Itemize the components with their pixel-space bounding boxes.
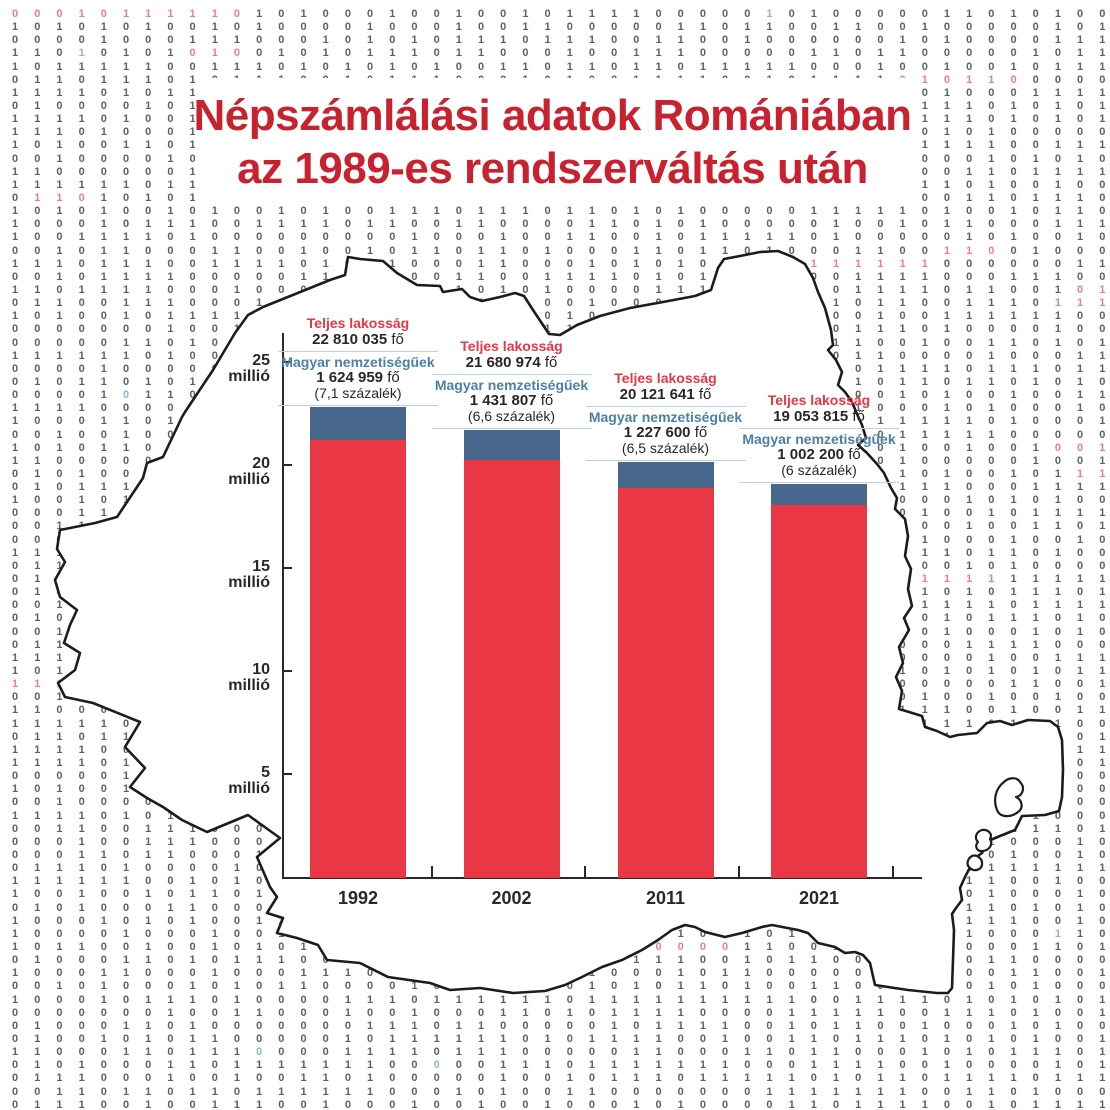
total-population-number: 21 680 974 — [465, 354, 541, 372]
hungarian-minority-number: 1 624 959 — [316, 368, 384, 386]
unit-fo: fő — [540, 392, 554, 410]
annotation-2002: Teljes lakosság 21 680 974 fő Magyar nem… — [431, 338, 592, 430]
bar-segment-total-1992 — [310, 440, 406, 878]
y-tick-15 — [284, 566, 292, 569]
bar-segment-total-2021 — [771, 504, 867, 878]
hungarian-minority-section: Magyar nemzetiségűek 1 227 600 fő (6,5 s… — [585, 406, 746, 457]
total-population-label: Teljes lakosság — [306, 314, 410, 331]
unit-fo: fő — [848, 446, 861, 464]
unit-fo: fő — [852, 408, 865, 426]
bar-segment-total-2002 — [463, 459, 560, 878]
year-label-2011: 2011 — [645, 888, 686, 908]
y-tick-label-10: 10 millió — [228, 661, 270, 695]
y-tick-label-25: 25 millió — [228, 351, 270, 385]
hungarian-minority-value: 1 002 200 fő — [739, 447, 899, 463]
bar-2021 — [771, 484, 867, 878]
bar-2002 — [463, 430, 560, 878]
year-label-1992: 1992 — [337, 888, 379, 908]
total-population-value: 20 121 641 fő — [586, 386, 746, 403]
hungarian-minority-section: Magyar nemzetiségűek 1 624 959 fő (7,1 s… — [278, 350, 438, 401]
total-population-label: Teljes lakosság — [460, 338, 563, 355]
bar-segment-hungarian-2002 — [463, 430, 560, 460]
total-population-value: 21 680 974 fő — [432, 354, 592, 371]
y-tick-label-15: 15 millió — [228, 557, 270, 591]
x-tick-2 — [584, 866, 586, 877]
hungarian-minority-percent: (6 százalék) — [781, 462, 857, 479]
hungarian-minority-value: 1 227 600 fő — [586, 425, 746, 441]
unit-fo: fő — [544, 354, 558, 372]
x-tick-1 — [430, 866, 433, 877]
hungarian-minority-number: 1 002 200 — [777, 446, 845, 464]
year-label-2021: 2021 — [798, 888, 840, 908]
total-population-label: Teljes lakosság — [767, 392, 871, 409]
hungarian-minority-percent: (6,6 százalék) — [467, 408, 556, 425]
hungarian-minority-number: 1 431 807 — [469, 392, 537, 410]
danube-delta-lagoon-1 — [994, 777, 1025, 818]
total-population-number: 22 810 035 — [312, 330, 388, 348]
annotation-2021: Teljes lakosság 19 053 815 fő Magyar nem… — [739, 392, 899, 484]
annotation-2011: Teljes lakosság 20 121 641 fő Magyar nem… — [585, 370, 746, 462]
hungarian-minority-number: 1 227 600 — [623, 424, 691, 442]
total-population-value: 22 810 035 fő — [278, 331, 438, 348]
total-population-value: 19 053 815 fő — [739, 408, 899, 425]
hungarian-minority-label: Magyar nemzetiségűek — [281, 353, 435, 370]
hungarian-minority-section: Magyar nemzetiségűek 1 431 807 fő (6,6 s… — [431, 374, 592, 425]
hungarian-minority-percent: (7,1 százalék) — [314, 384, 402, 401]
bar-2011 — [617, 462, 714, 878]
annotation-1992: Teljes lakosság 22 810 035 fő Magyar nem… — [278, 314, 438, 406]
hungarian-minority-value: 1 431 807 fő — [432, 393, 592, 409]
y-axis-line — [282, 333, 284, 878]
x-axis-line — [282, 877, 922, 879]
danube-delta-lagoon-2 — [974, 828, 993, 853]
unit-fo: fő — [387, 368, 400, 386]
hungarian-minority-label: Magyar nemzetiségűek — [588, 409, 743, 426]
y-tick-5 — [284, 773, 292, 776]
bar-1992 — [310, 406, 406, 878]
y-tick-25 — [284, 360, 292, 363]
unit-fo: fő — [698, 386, 712, 404]
bar-segment-total-2011 — [617, 487, 714, 878]
title-block: Népszámlálási adatok Romániában az 1989-… — [193, 78, 912, 206]
total-population-number: 20 121 641 — [619, 386, 695, 404]
hungarian-minority-percent: (6,5 százalék) — [621, 440, 710, 457]
hungarian-minority-label: Magyar nemzetiségűek — [742, 431, 896, 448]
total-population-label: Teljes lakosság — [614, 370, 717, 387]
infographic-title-line1: Népszámlálási adatok Romániában — [193, 91, 912, 140]
y-tick-label-5: 5 millió — [228, 764, 270, 798]
hungarian-minority-section: Magyar nemzetiségűek 1 002 200 fő (6 szá… — [739, 428, 899, 478]
infographic-title-line2: az 1989-es rendszerváltás után — [237, 144, 868, 193]
y-tick-20 — [284, 463, 292, 466]
y-tick-10 — [284, 670, 292, 673]
bar-segment-hungarian-1992 — [310, 406, 406, 441]
danube-delta-lagoon-3 — [966, 854, 984, 872]
unit-fo: fő — [694, 424, 708, 442]
unit-fo: fő — [391, 330, 404, 348]
year-label-2002: 2002 — [491, 888, 532, 908]
x-tick-3 — [738, 866, 740, 877]
total-population-number: 19 053 815 — [773, 408, 849, 426]
bar-segment-hungarian-2011 — [617, 462, 714, 488]
hungarian-minority-label: Magyar nemzetiségűek — [434, 377, 589, 394]
y-tick-label-20: 20 millió — [228, 454, 270, 488]
bar-segment-hungarian-2021 — [771, 484, 867, 505]
hungarian-minority-value: 1 624 959 fő — [278, 368, 438, 386]
x-tick-4 — [891, 866, 894, 877]
